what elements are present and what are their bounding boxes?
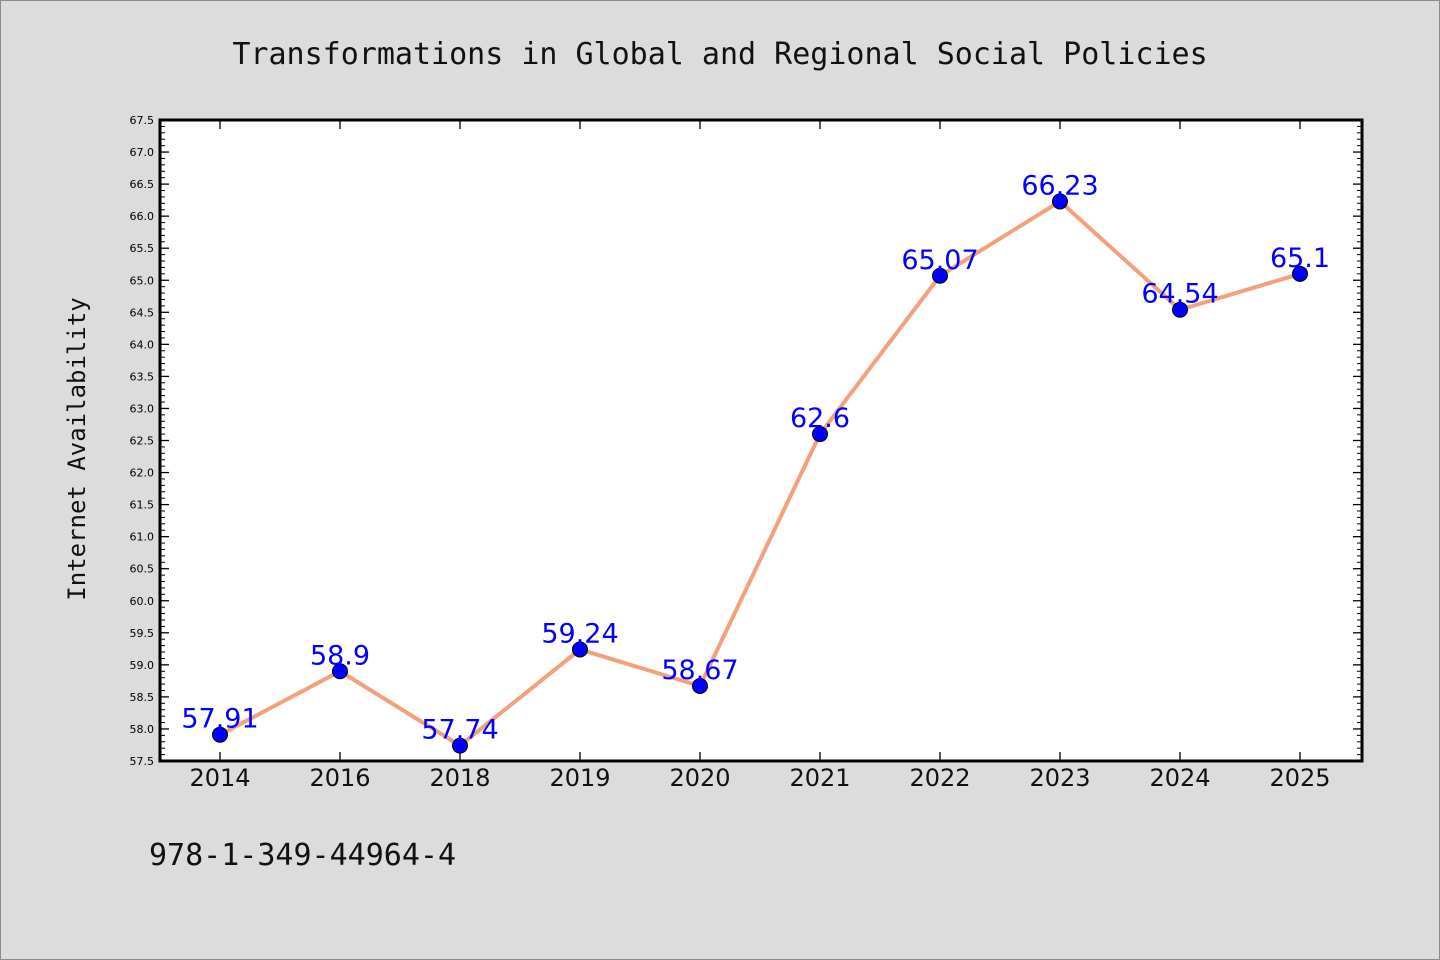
y-tick-label: 61.5 bbox=[130, 499, 155, 512]
y-tick-label: 67.5 bbox=[130, 114, 155, 127]
data-point bbox=[932, 267, 948, 284]
plot-frame bbox=[158, 118, 1364, 763]
y-tick-label: 62.0 bbox=[130, 467, 155, 480]
y-tick-label: 65.5 bbox=[130, 242, 155, 255]
y-tick-label: 61.0 bbox=[130, 531, 155, 544]
y-tick-label: 65.0 bbox=[130, 274, 155, 287]
y-axis: 57.5 58.0 58.5 59.0 59.5 60.0 60.5 61.0 61.5 62.0… bbox=[130, 114, 1362, 768]
y-tick-label: 57.5 bbox=[130, 755, 155, 768]
y-tick-label: 58.0 bbox=[130, 723, 155, 736]
y-axis-label: Internet Availability bbox=[63, 297, 91, 600]
x-tick-label: 2025 bbox=[1269, 764, 1330, 792]
footnote-isbn: 978-1-349-44964-4 bbox=[149, 838, 456, 873]
data-point bbox=[1292, 265, 1308, 282]
y-tick-label: 60.0 bbox=[130, 595, 155, 608]
y-tick-label: 66.0 bbox=[130, 210, 155, 223]
series-markers bbox=[212, 193, 1308, 754]
data-label: 66.23 bbox=[1021, 170, 1098, 201]
data-label: 65.07 bbox=[901, 245, 978, 276]
data-label: 58.67 bbox=[661, 655, 738, 686]
x-tick-label: 2022 bbox=[909, 764, 970, 792]
x-tick-label: 2014 bbox=[189, 764, 250, 792]
data-point bbox=[1172, 301, 1188, 318]
y-tick-label: 64.0 bbox=[130, 338, 155, 351]
data-label: 58.9 bbox=[310, 640, 370, 671]
x-tick-label: 2020 bbox=[669, 764, 730, 792]
data-labels: 57.91 58.9 57.74 59.24 58.67 62.6 65.07 66.23 64… bbox=[181, 170, 1330, 745]
data-point bbox=[1052, 193, 1068, 210]
data-point bbox=[812, 426, 828, 443]
y-tick-label: 66.5 bbox=[130, 178, 155, 191]
chart-title: Transformations in Global and Regional S… bbox=[232, 37, 1207, 72]
data-label: 62.6 bbox=[790, 403, 850, 434]
data-label: 64.54 bbox=[1141, 279, 1218, 310]
y-tick-label: 60.5 bbox=[130, 563, 155, 576]
data-point bbox=[692, 678, 708, 695]
data-label: 59.24 bbox=[541, 618, 618, 649]
series-line bbox=[219, 199, 1301, 748]
x-axis: 2014 2016 2018 2019 2020 2021 2022 2023 2024 2025 bbox=[189, 120, 1331, 792]
y-tick-label: 63.5 bbox=[130, 370, 155, 383]
x-tick-label: 2018 bbox=[429, 764, 490, 792]
x-tick-label: 2021 bbox=[789, 764, 850, 792]
x-tick-label: 2019 bbox=[549, 764, 610, 792]
data-point bbox=[212, 726, 228, 743]
y-tick-label: 67.0 bbox=[130, 146, 155, 159]
data-point bbox=[572, 641, 588, 658]
y-tick-label: 59.5 bbox=[130, 627, 155, 640]
x-tick-label: 2023 bbox=[1029, 764, 1090, 792]
data-label: 57.91 bbox=[181, 704, 258, 735]
y-tick-label: 64.5 bbox=[130, 306, 155, 319]
data-label: 65.1 bbox=[1270, 243, 1330, 274]
x-tick-label: 2016 bbox=[309, 764, 370, 792]
data-point bbox=[332, 663, 348, 680]
y-tick-label: 63.0 bbox=[130, 402, 155, 415]
y-tick-label: 59.0 bbox=[130, 659, 155, 672]
data-point bbox=[452, 737, 468, 754]
data-label: 57.74 bbox=[421, 715, 498, 746]
plot-area bbox=[160, 120, 1362, 761]
y-tick-label: 62.5 bbox=[130, 435, 155, 448]
x-tick-label: 2024 bbox=[1149, 764, 1210, 792]
y-tick-label: 58.5 bbox=[130, 691, 155, 704]
